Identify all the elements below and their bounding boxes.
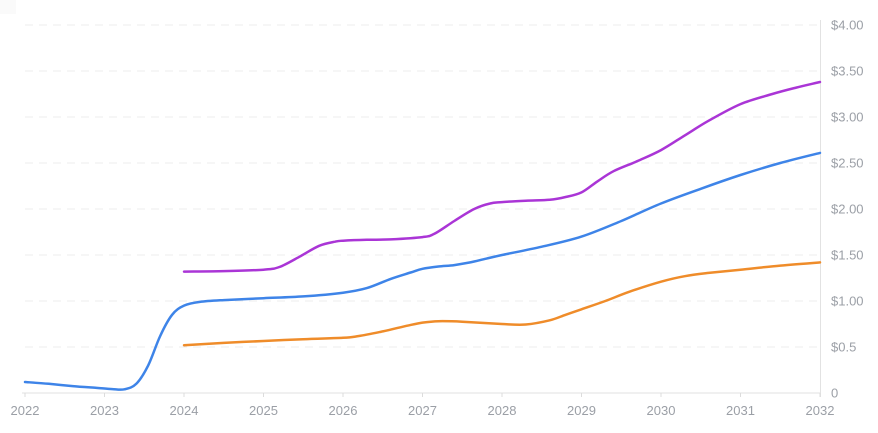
y-tick-label: $3.00 — [831, 110, 864, 125]
y-tick-label: $1.00 — [831, 294, 864, 309]
x-tick-label: 2032 — [806, 403, 835, 418]
blue-line — [23, 151, 822, 391]
y-tick-label: $2.00 — [831, 202, 864, 217]
x-tick-label: 2024 — [170, 403, 199, 418]
purple-line — [182, 80, 822, 273]
x-tick-label: 2028 — [488, 403, 517, 418]
y-tick-label: $4.00 — [831, 18, 864, 33]
x-tick-label: 2026 — [329, 403, 358, 418]
y-tick-label: $0.5 — [831, 340, 856, 355]
y-tick-label: $3.50 — [831, 64, 864, 79]
x-tick-label: 2031 — [726, 403, 755, 418]
x-tick-label: 2030 — [647, 403, 676, 418]
x-tick-label: 2025 — [249, 403, 278, 418]
x-tick-label: 2029 — [567, 403, 596, 418]
y-tick-label: 0 — [831, 386, 838, 401]
y-tick-label: $1.50 — [831, 248, 864, 263]
orange-line — [182, 261, 822, 347]
screenshot-corner-artifact — [0, 0, 16, 14]
x-tick-label: 2023 — [90, 403, 119, 418]
x-tick-label: 2027 — [408, 403, 437, 418]
x-tick-label: 2022 — [11, 403, 40, 418]
y-tick-label: $2.50 — [831, 156, 864, 171]
